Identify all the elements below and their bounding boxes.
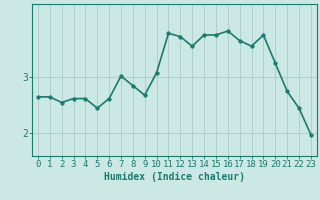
X-axis label: Humidex (Indice chaleur): Humidex (Indice chaleur) [104,172,245,182]
